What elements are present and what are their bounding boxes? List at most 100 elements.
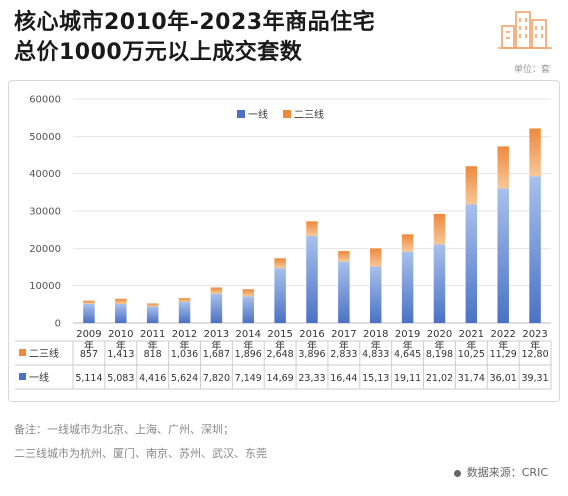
bar-tier23 [529, 128, 541, 177]
y-tick-label: 20000 [29, 244, 61, 255]
bar-tier23 [274, 258, 286, 269]
bar-tier23 [306, 221, 318, 236]
x-tick-line: 年 [84, 339, 94, 352]
x-tick-line: 2020 [427, 329, 452, 340]
x-tick-line: 2022 [490, 329, 515, 340]
x-tick-line: 2013 [204, 329, 229, 340]
x-tick-label: 2023 年 [522, 329, 547, 352]
bar-tier23 [210, 287, 223, 294]
bar-layer [83, 128, 541, 323]
x-tick-line: 2009 [76, 329, 101, 340]
x-tick-line: 2010 [108, 329, 133, 340]
bullet-icon [453, 469, 461, 477]
x-tick-line: 年 [148, 339, 158, 352]
x-tick-label: 2016 年 [299, 329, 324, 352]
bar-tier23 [433, 213, 446, 245]
x-tick-line: 年 [339, 339, 349, 352]
bar-tier23 [83, 300, 95, 304]
table-cell-tier23: 818 [144, 349, 162, 360]
legend-label-tier23: 二三线 [294, 108, 324, 121]
x-tick-line: 年 [434, 339, 444, 352]
y-axis-ticks: 0 10000 20000 30000 40000 50000 60000 [29, 95, 61, 330]
x-tick-label: 2011 年 [140, 329, 165, 352]
x-tick-label: 2018 年 [363, 329, 388, 352]
table-cell-tier1: 5,114 [75, 373, 102, 384]
x-tick-line: 2014 [236, 329, 261, 340]
x-tick-label: 2009 年 [76, 329, 101, 352]
bar-tier23 [497, 146, 509, 189]
bar-tier1 [210, 293, 223, 323]
title-line-2: 总价1000万元以上成交套数 [14, 40, 303, 65]
bar-tier1 [401, 251, 414, 323]
table-cell-tier23: 1,896 [235, 349, 262, 360]
table-cell-tier23: 12,80 [521, 349, 548, 360]
table-cell-tier23: 3,896 [298, 349, 325, 360]
bar-tier1 [83, 303, 95, 323]
table-cell-tier23: 1,687 [203, 349, 230, 360]
bar-tier1 [274, 268, 286, 323]
table-cell-tier1: 5,624 [171, 373, 198, 384]
table-cell-tier1: 16,44 [330, 373, 357, 384]
table-row-label-tier1: 一线 [29, 371, 49, 384]
chart-container: 0 10000 20000 30000 40000 50000 60000 2009 年 201… [8, 80, 560, 402]
bar-tier1 [338, 261, 350, 323]
x-tick-line: 年 [371, 339, 381, 352]
x-tick-label: 2015 年 [267, 329, 292, 352]
y-tick-label: 40000 [29, 169, 61, 180]
table-cell-tier1: 7,820 [203, 373, 230, 384]
x-tick-line: 年 [403, 339, 413, 352]
table-cell-tier23: 1,413 [107, 349, 134, 360]
city-buildings-icon [498, 11, 552, 49]
table-cell-tier23: 857 [80, 349, 98, 360]
bar-tier23 [401, 234, 414, 252]
table-cell-tier23: 8,198 [426, 349, 453, 360]
table-cell-tier1: 36,01 [490, 373, 517, 384]
bar-tier1 [433, 244, 446, 323]
x-tick-label: 2010 年 [108, 329, 133, 352]
table-cell-tier1: 23,33 [298, 373, 325, 384]
x-tick-line: 2015 [267, 329, 292, 340]
x-tick-line: 2019 [395, 329, 420, 340]
bar-tier1 [178, 302, 191, 323]
bar-tier23 [242, 289, 255, 297]
unit-label: 单位：套 [513, 65, 550, 75]
table-cell-tier1: 5,083 [107, 373, 134, 384]
table-cell-tier23: 2,833 [330, 349, 357, 360]
y-tick-label: 60000 [29, 95, 61, 106]
bar-tier23 [146, 303, 159, 307]
table-cell-tier1: 14,69 [267, 373, 294, 384]
bar-tier23 [338, 251, 350, 262]
x-tick-line: 年 [116, 339, 126, 352]
table-cell-tier1: 15,13 [362, 373, 389, 384]
bar-tier1 [242, 296, 255, 323]
source-label: 数据来源：CRIC [453, 464, 548, 480]
bar-tier1 [306, 235, 318, 323]
source-text: 数据来源：CRIC [466, 466, 548, 479]
bar-tier23 [369, 248, 382, 267]
x-tick-line: 年 [466, 339, 476, 352]
x-tick-line: 年 [243, 339, 253, 352]
bar-tier23 [465, 166, 478, 205]
table-cell-tier1: 4,416 [139, 373, 166, 384]
bar-tier1 [497, 188, 509, 323]
x-tick-label: 2022 年 [490, 329, 515, 352]
table-cell-tier1: 21,02 [426, 373, 453, 384]
table-swatch-tier1 [19, 373, 26, 380]
x-tick-line: 年 [498, 339, 508, 352]
footnote-line-2: 二三线城市为杭州、厦门、南京、苏州、武汉、东莞 [14, 447, 267, 460]
x-tick-label: 2012 年 [172, 329, 197, 352]
x-tick-line: 2016 [299, 329, 324, 340]
x-tick-label: 2013 年 [204, 329, 229, 352]
x-tick-line: 年 [307, 339, 317, 352]
table-cell-tier1: 39,31 [521, 373, 548, 384]
legend-swatch-tier23 [283, 110, 291, 118]
x-tick-line: 2011 [140, 329, 165, 340]
x-tick-label: 2020 年 [427, 329, 452, 352]
table-cell-tier1: 19,11 [394, 373, 421, 384]
table-cell-tier23: 10,25 [458, 349, 485, 360]
page-title: 核心城市2010年-2023年商品住宅 总价1000万元以上成交套数 [14, 8, 375, 68]
x-tick-label: 2021 年 [459, 329, 484, 352]
